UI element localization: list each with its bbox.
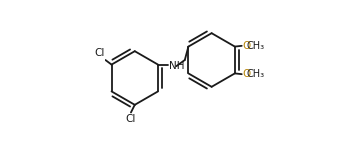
Text: Cl: Cl (94, 49, 105, 58)
Text: NH: NH (169, 61, 184, 71)
Text: CH₃: CH₃ (246, 69, 265, 79)
Text: O: O (242, 41, 250, 51)
Text: O: O (242, 69, 250, 79)
Text: Cl: Cl (126, 114, 136, 124)
Text: CH₃: CH₃ (246, 41, 265, 51)
